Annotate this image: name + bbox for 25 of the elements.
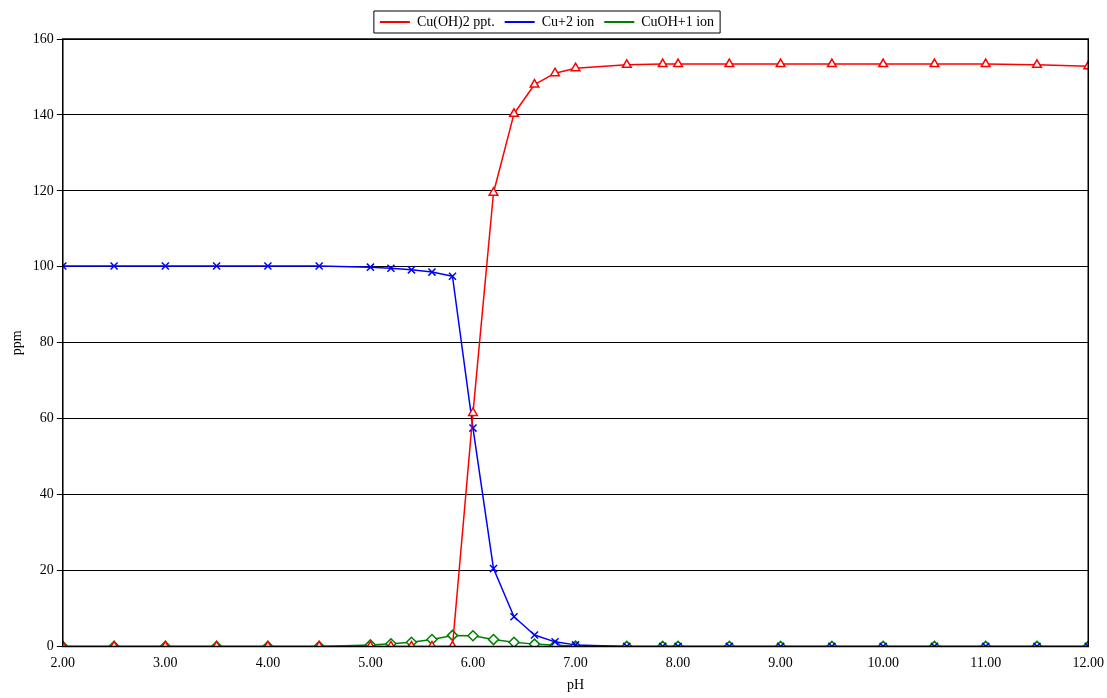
- y-tick-label: 120: [32, 182, 54, 198]
- legend-label: Cu(OH)2 ppt.: [416, 13, 495, 30]
- x-tick-label: 6.00: [460, 655, 486, 671]
- x-tick-label: 12.00: [1072, 655, 1104, 671]
- x-tick-label: 10.00: [867, 655, 899, 671]
- y-tick-label: 160: [32, 30, 54, 46]
- x-tick-label: 11.00: [970, 655, 1002, 671]
- y-axis-title: ppm: [9, 330, 25, 356]
- x-tick-label: 7.00: [563, 655, 588, 671]
- x-tick-label: 2.00: [50, 655, 76, 671]
- y-tick-label: 20: [39, 562, 54, 578]
- x-tick-label: 9.00: [768, 655, 793, 671]
- x-tick-label: 8.00: [665, 655, 691, 671]
- x-tick-label: 5.00: [358, 655, 383, 671]
- legend-label: Cu+2 ion: [541, 13, 595, 29]
- y-tick-label: 100: [32, 258, 54, 274]
- x-tick-label: 4.00: [255, 655, 281, 671]
- y-tick-label: 80: [39, 334, 54, 350]
- y-tick-label: 140: [32, 106, 54, 122]
- y-tick-label: 40: [39, 486, 54, 502]
- y-tick-label: 0: [46, 638, 54, 654]
- legend-label: CuOH+1 ion: [641, 13, 715, 29]
- x-axis-title: pH: [566, 677, 585, 693]
- y-tick-label: 60: [39, 410, 54, 426]
- x-tick-label: 3.00: [153, 655, 178, 671]
